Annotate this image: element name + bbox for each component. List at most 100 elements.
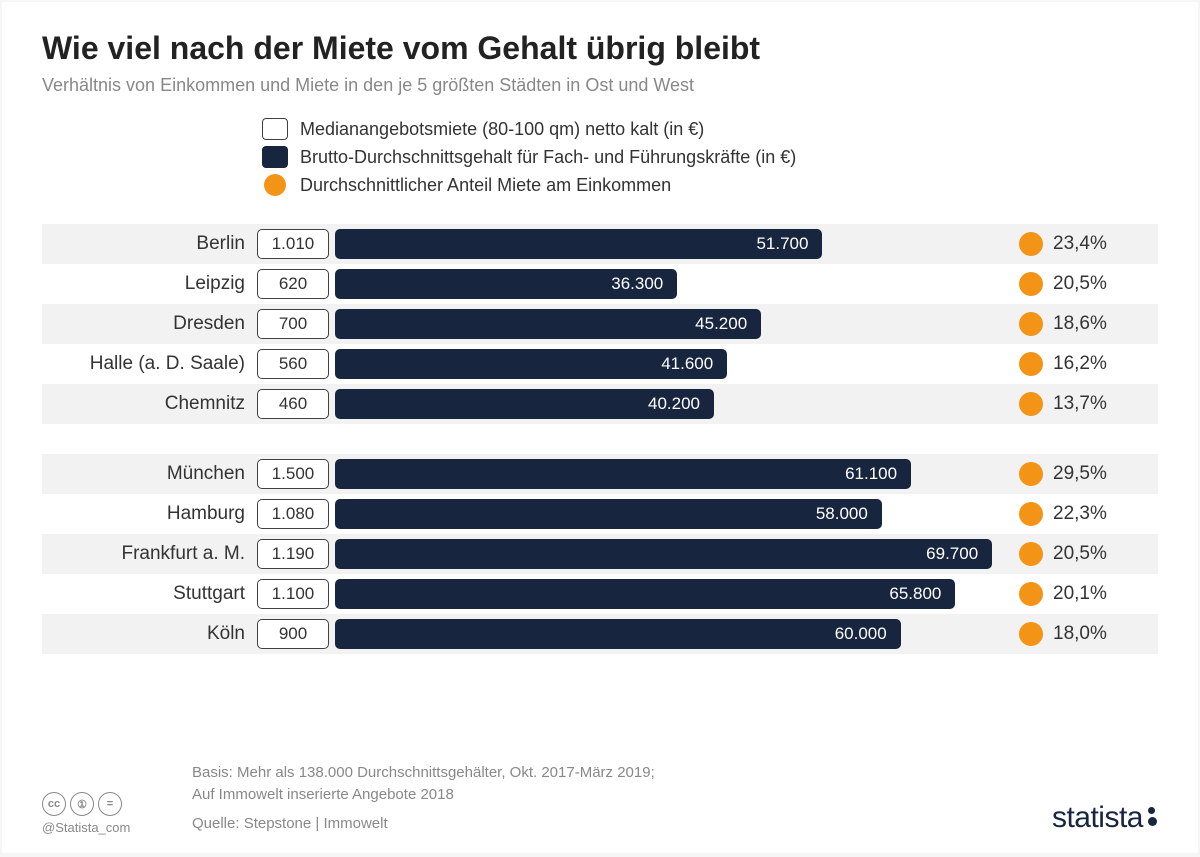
city-label: München — [42, 463, 257, 485]
chart-title: Wie viel nach der Miete vom Gehalt übrig… — [42, 30, 1158, 67]
rent-value: 460 — [257, 389, 329, 419]
data-row: Köln90060.000 18,0% — [42, 614, 1158, 654]
legend-label: Brutto-Durchschnittsgehalt für Fach- und… — [300, 147, 796, 168]
salary-bar: 65.800 — [335, 579, 955, 609]
city-label: Halle (a. D. Saale) — [42, 353, 257, 375]
city-label: Berlin — [42, 233, 257, 255]
share-circle-icon — [1019, 312, 1043, 336]
basis-line: Auf Immowelt inserierte Angebote 2018 — [192, 784, 1052, 807]
source-line: Quelle: Stepstone | Immowelt — [192, 813, 1052, 836]
bar-track: 40.200 — [335, 389, 995, 419]
share-circle-icon — [1019, 232, 1043, 256]
data-row: München1.50061.100 29,5% — [42, 454, 1158, 494]
share-circle-icon — [1019, 502, 1043, 526]
share-value: 20,5% — [1053, 543, 1117, 565]
brand-dot-icon — [1148, 817, 1157, 826]
city-label: Hamburg — [42, 503, 257, 525]
salary-bar: 40.200 — [335, 389, 714, 419]
salary-bar: 45.200 — [335, 309, 761, 339]
data-row: Halle (a. D. Saale)56041.600 16,2% — [42, 344, 1158, 384]
share-value: 18,0% — [1053, 623, 1117, 645]
rent-value: 1.100 — [257, 579, 329, 609]
share-value: 13,7% — [1053, 393, 1117, 415]
brand-text: statista — [1052, 801, 1143, 835]
city-label: Frankfurt a. M. — [42, 543, 257, 565]
salary-bar: 36.300 — [335, 269, 677, 299]
footer: cc ① = @Statista_com Basis: Mehr als 138… — [42, 762, 1158, 836]
share-value: 16,2% — [1053, 353, 1117, 375]
bar-track: 60.000 — [335, 619, 995, 649]
cc-icon: cc — [42, 792, 66, 816]
salary-bar: 60.000 — [335, 619, 901, 649]
data-row: Frankfurt a. M.1.19069.700 20,5% — [42, 534, 1158, 574]
rent-value: 1.500 — [257, 459, 329, 489]
legend: Medianangebotsmiete (80-100 qm) netto ka… — [262, 118, 1158, 196]
data-row: Hamburg1.08058.000 22,3% — [42, 494, 1158, 534]
city-label: Dresden — [42, 313, 257, 335]
share-circle-icon — [1019, 542, 1043, 566]
salary-bar: 51.700 — [335, 229, 822, 259]
chart-body: Berlin1.01051.700 23,4% Leipzig62036.300 20… — [42, 224, 1158, 654]
rent-value: 1.010 — [257, 229, 329, 259]
share-circle-icon — [1019, 352, 1043, 376]
chart-subtitle: Verhältnis von Einkommen und Miete in de… — [42, 75, 1158, 96]
city-label: Chemnitz — [42, 393, 257, 415]
salary-bar: 61.100 — [335, 459, 911, 489]
legend-item-share: Durchschnittlicher Anteil Miete am Einko… — [262, 174, 1158, 196]
twitter-handle: @Statista_com — [42, 820, 192, 835]
legend-item-salary: Brutto-Durchschnittsgehalt für Fach- und… — [262, 146, 1158, 168]
rent-value: 1.190 — [257, 539, 329, 569]
share-value: 22,3% — [1053, 503, 1117, 525]
salary-bar: 41.600 — [335, 349, 727, 379]
footer-attribution: cc ① = @Statista_com — [42, 792, 192, 835]
legend-label: Durchschnittlicher Anteil Miete am Einko… — [300, 175, 671, 196]
share-value: 23,4% — [1053, 233, 1117, 255]
footer-notes: Basis: Mehr als 138.000 Durchschnittsgeh… — [192, 762, 1052, 836]
share-value: 20,5% — [1053, 273, 1117, 295]
bar-track: 41.600 — [335, 349, 995, 379]
share-value: 29,5% — [1053, 463, 1117, 485]
bar-track: 65.800 — [335, 579, 995, 609]
share-value: 20,1% — [1053, 583, 1117, 605]
data-row: Dresden70045.200 18,6% — [42, 304, 1158, 344]
rent-value: 900 — [257, 619, 329, 649]
share-circle-icon — [1019, 582, 1043, 606]
legend-swatch-salary — [262, 146, 288, 168]
salary-bar: 69.700 — [335, 539, 992, 569]
bar-track: 36.300 — [335, 269, 995, 299]
bar-track: 61.100 — [335, 459, 995, 489]
legend-swatch-rent — [262, 118, 288, 140]
legend-label: Medianangebotsmiete (80-100 qm) netto ka… — [300, 119, 704, 140]
brand-dot-icon — [1148, 807, 1155, 814]
share-circle-icon — [1019, 392, 1043, 416]
bar-track: 51.700 — [335, 229, 995, 259]
bar-track: 58.000 — [335, 499, 995, 529]
share-circle-icon — [1019, 272, 1043, 296]
bar-track: 69.700 — [335, 539, 995, 569]
data-row: Berlin1.01051.700 23,4% — [42, 224, 1158, 264]
rent-value: 620 — [257, 269, 329, 299]
cc-by-icon: ① — [70, 792, 94, 816]
city-label: Leipzig — [42, 273, 257, 295]
share-circle-icon — [1019, 622, 1043, 646]
legend-item-rent: Medianangebotsmiete (80-100 qm) netto ka… — [262, 118, 1158, 140]
bar-track: 45.200 — [335, 309, 995, 339]
cc-license-icons: cc ① = — [42, 792, 192, 816]
rent-value: 1.080 — [257, 499, 329, 529]
rent-value: 700 — [257, 309, 329, 339]
cc-nd-icon: = — [98, 792, 122, 816]
brand-logo: statista — [1052, 801, 1158, 835]
data-row: Stuttgart1.10065.800 20,1% — [42, 574, 1158, 614]
city-group-west: München1.50061.100 29,5% Hamburg1.08058.00… — [42, 454, 1158, 654]
data-row: Chemnitz46040.200 13,7% — [42, 384, 1158, 424]
share-circle-icon — [1019, 462, 1043, 486]
share-value: 18,6% — [1053, 313, 1117, 335]
city-label: Köln — [42, 623, 257, 645]
data-row: Leipzig62036.300 20,5% — [42, 264, 1158, 304]
chart-container: Wie viel nach der Miete vom Gehalt übrig… — [2, 2, 1198, 853]
rent-value: 560 — [257, 349, 329, 379]
city-group-east: Berlin1.01051.700 23,4% Leipzig62036.300 20… — [42, 224, 1158, 424]
basis-line: Basis: Mehr als 138.000 Durchschnittsgeh… — [192, 762, 1052, 785]
legend-circle-share — [264, 174, 286, 196]
city-label: Stuttgart — [42, 583, 257, 605]
